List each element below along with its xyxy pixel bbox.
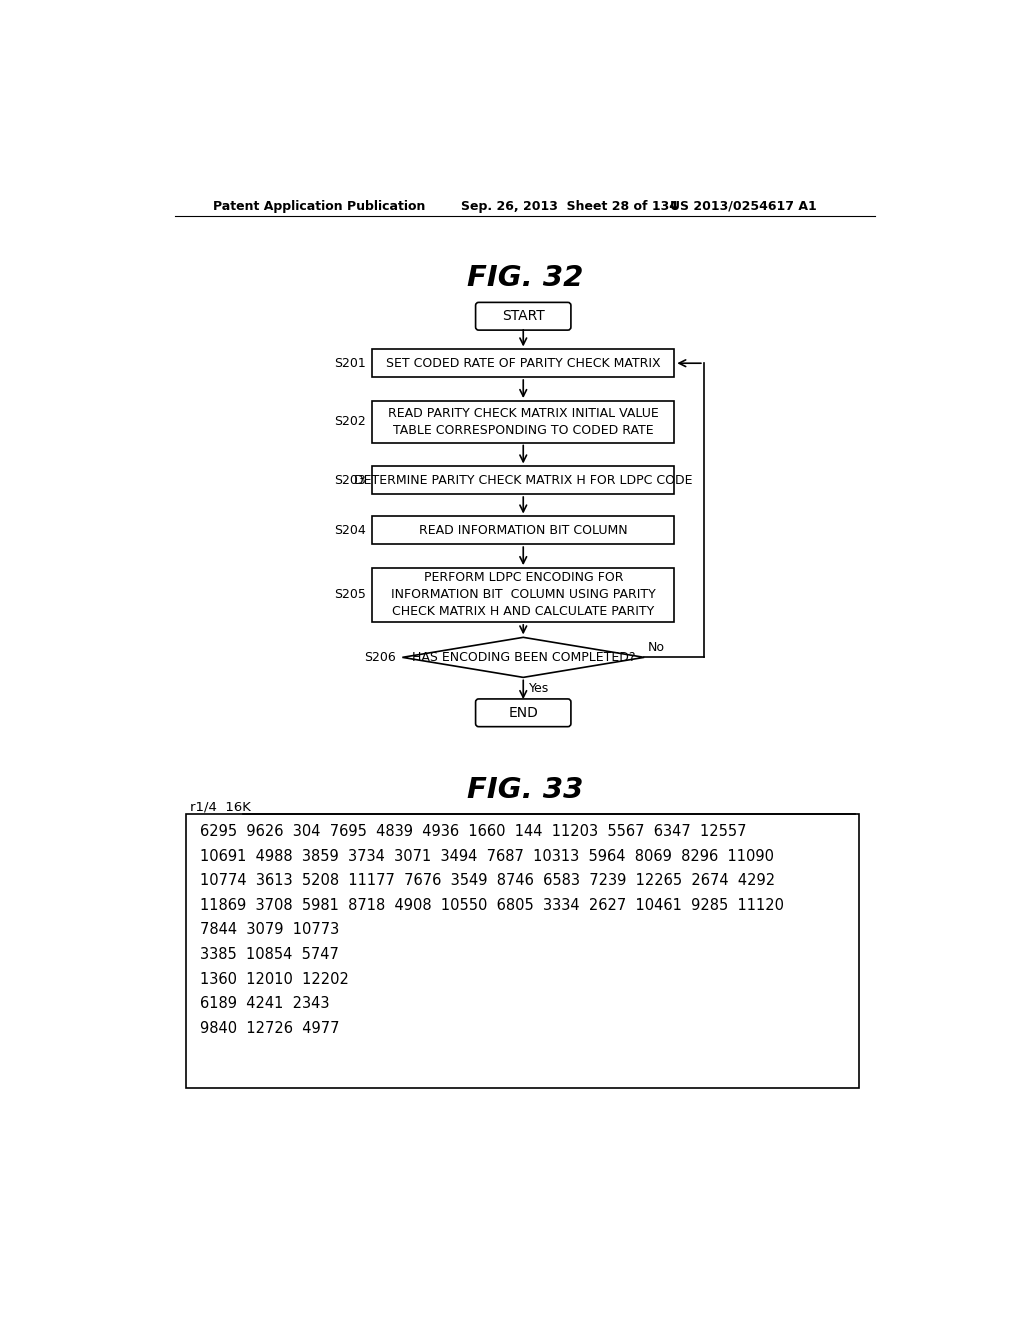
Text: READ PARITY CHECK MATRIX INITIAL VALUE
TABLE CORRESPONDING TO CODED RATE: READ PARITY CHECK MATRIX INITIAL VALUE T… [388,407,658,437]
Text: 9840  12726  4977: 9840 12726 4977 [200,1020,340,1036]
Bar [372,516,675,544]
Text: Yes: Yes [529,681,550,694]
Text: 10774  3613  5208  11177  7676  3549  8746  6583  7239  12265  2674  4292: 10774 3613 5208 11177 7676 3549 8746 658… [200,873,775,888]
Text: DETERMINE PARITY CHECK MATRIX H FOR LDPC CODE: DETERMINE PARITY CHECK MATRIX H FOR LDPC… [354,474,692,487]
Text: SET CODED RATE OF PARITY CHECK MATRIX: SET CODED RATE OF PARITY CHECK MATRIX [386,356,660,370]
FancyBboxPatch shape [475,700,571,726]
Text: S204: S204 [334,524,366,537]
Bar [372,466,675,494]
Text: S203: S203 [334,474,366,487]
Text: No: No [648,640,665,653]
Text: 6295  9626  304  7695  4839  4936  1660  144  11203  5567  6347  12557: 6295 9626 304 7695 4839 4936 1660 144 11… [200,824,746,840]
Text: HAS ENCODING BEEN COMPLETED?: HAS ENCODING BEEN COMPLETED? [412,651,635,664]
Text: 3385  10854  5747: 3385 10854 5747 [200,946,339,962]
Bar [372,401,675,442]
Text: Sep. 26, 2013  Sheet 28 of 134: Sep. 26, 2013 Sheet 28 of 134 [461,199,678,213]
Text: S206: S206 [365,651,396,664]
Text: r1/4  16K: r1/4 16K [190,801,251,813]
Bar [372,568,675,622]
Text: 7844  3079  10773: 7844 3079 10773 [200,923,339,937]
Text: FIG. 32: FIG. 32 [467,264,583,292]
Text: 1360  12010  12202: 1360 12010 12202 [200,972,349,987]
Text: PERFORM LDPC ENCODING FOR
INFORMATION BIT  COLUMN USING PARITY
CHECK MATRIX H AN: PERFORM LDPC ENCODING FOR INFORMATION BI… [391,572,655,619]
Text: 11869  3708  5981  8718  4908  10550  6805  3334  2627  10461  9285  11120: 11869 3708 5981 8718 4908 10550 6805 333… [200,898,784,913]
Text: END: END [508,706,539,719]
Text: FIG. 33: FIG. 33 [467,776,583,804]
Text: US 2013/0254617 A1: US 2013/0254617 A1 [671,199,817,213]
Text: READ INFORMATION BIT COLUMN: READ INFORMATION BIT COLUMN [419,524,628,537]
Text: 6189  4241  2343: 6189 4241 2343 [200,997,330,1011]
Polygon shape [402,638,644,677]
FancyBboxPatch shape [475,302,571,330]
Text: Patent Application Publication: Patent Application Publication [213,199,426,213]
Text: S202: S202 [334,416,366,428]
Text: START: START [502,309,545,323]
Text: S201: S201 [334,356,366,370]
Text: 10691  4988  3859  3734  3071  3494  7687  10313  5964  8069  8296  11090: 10691 4988 3859 3734 3071 3494 7687 1031… [200,849,774,863]
Bar [186,814,859,1088]
Text: S205: S205 [334,589,366,602]
Bar [372,350,675,378]
